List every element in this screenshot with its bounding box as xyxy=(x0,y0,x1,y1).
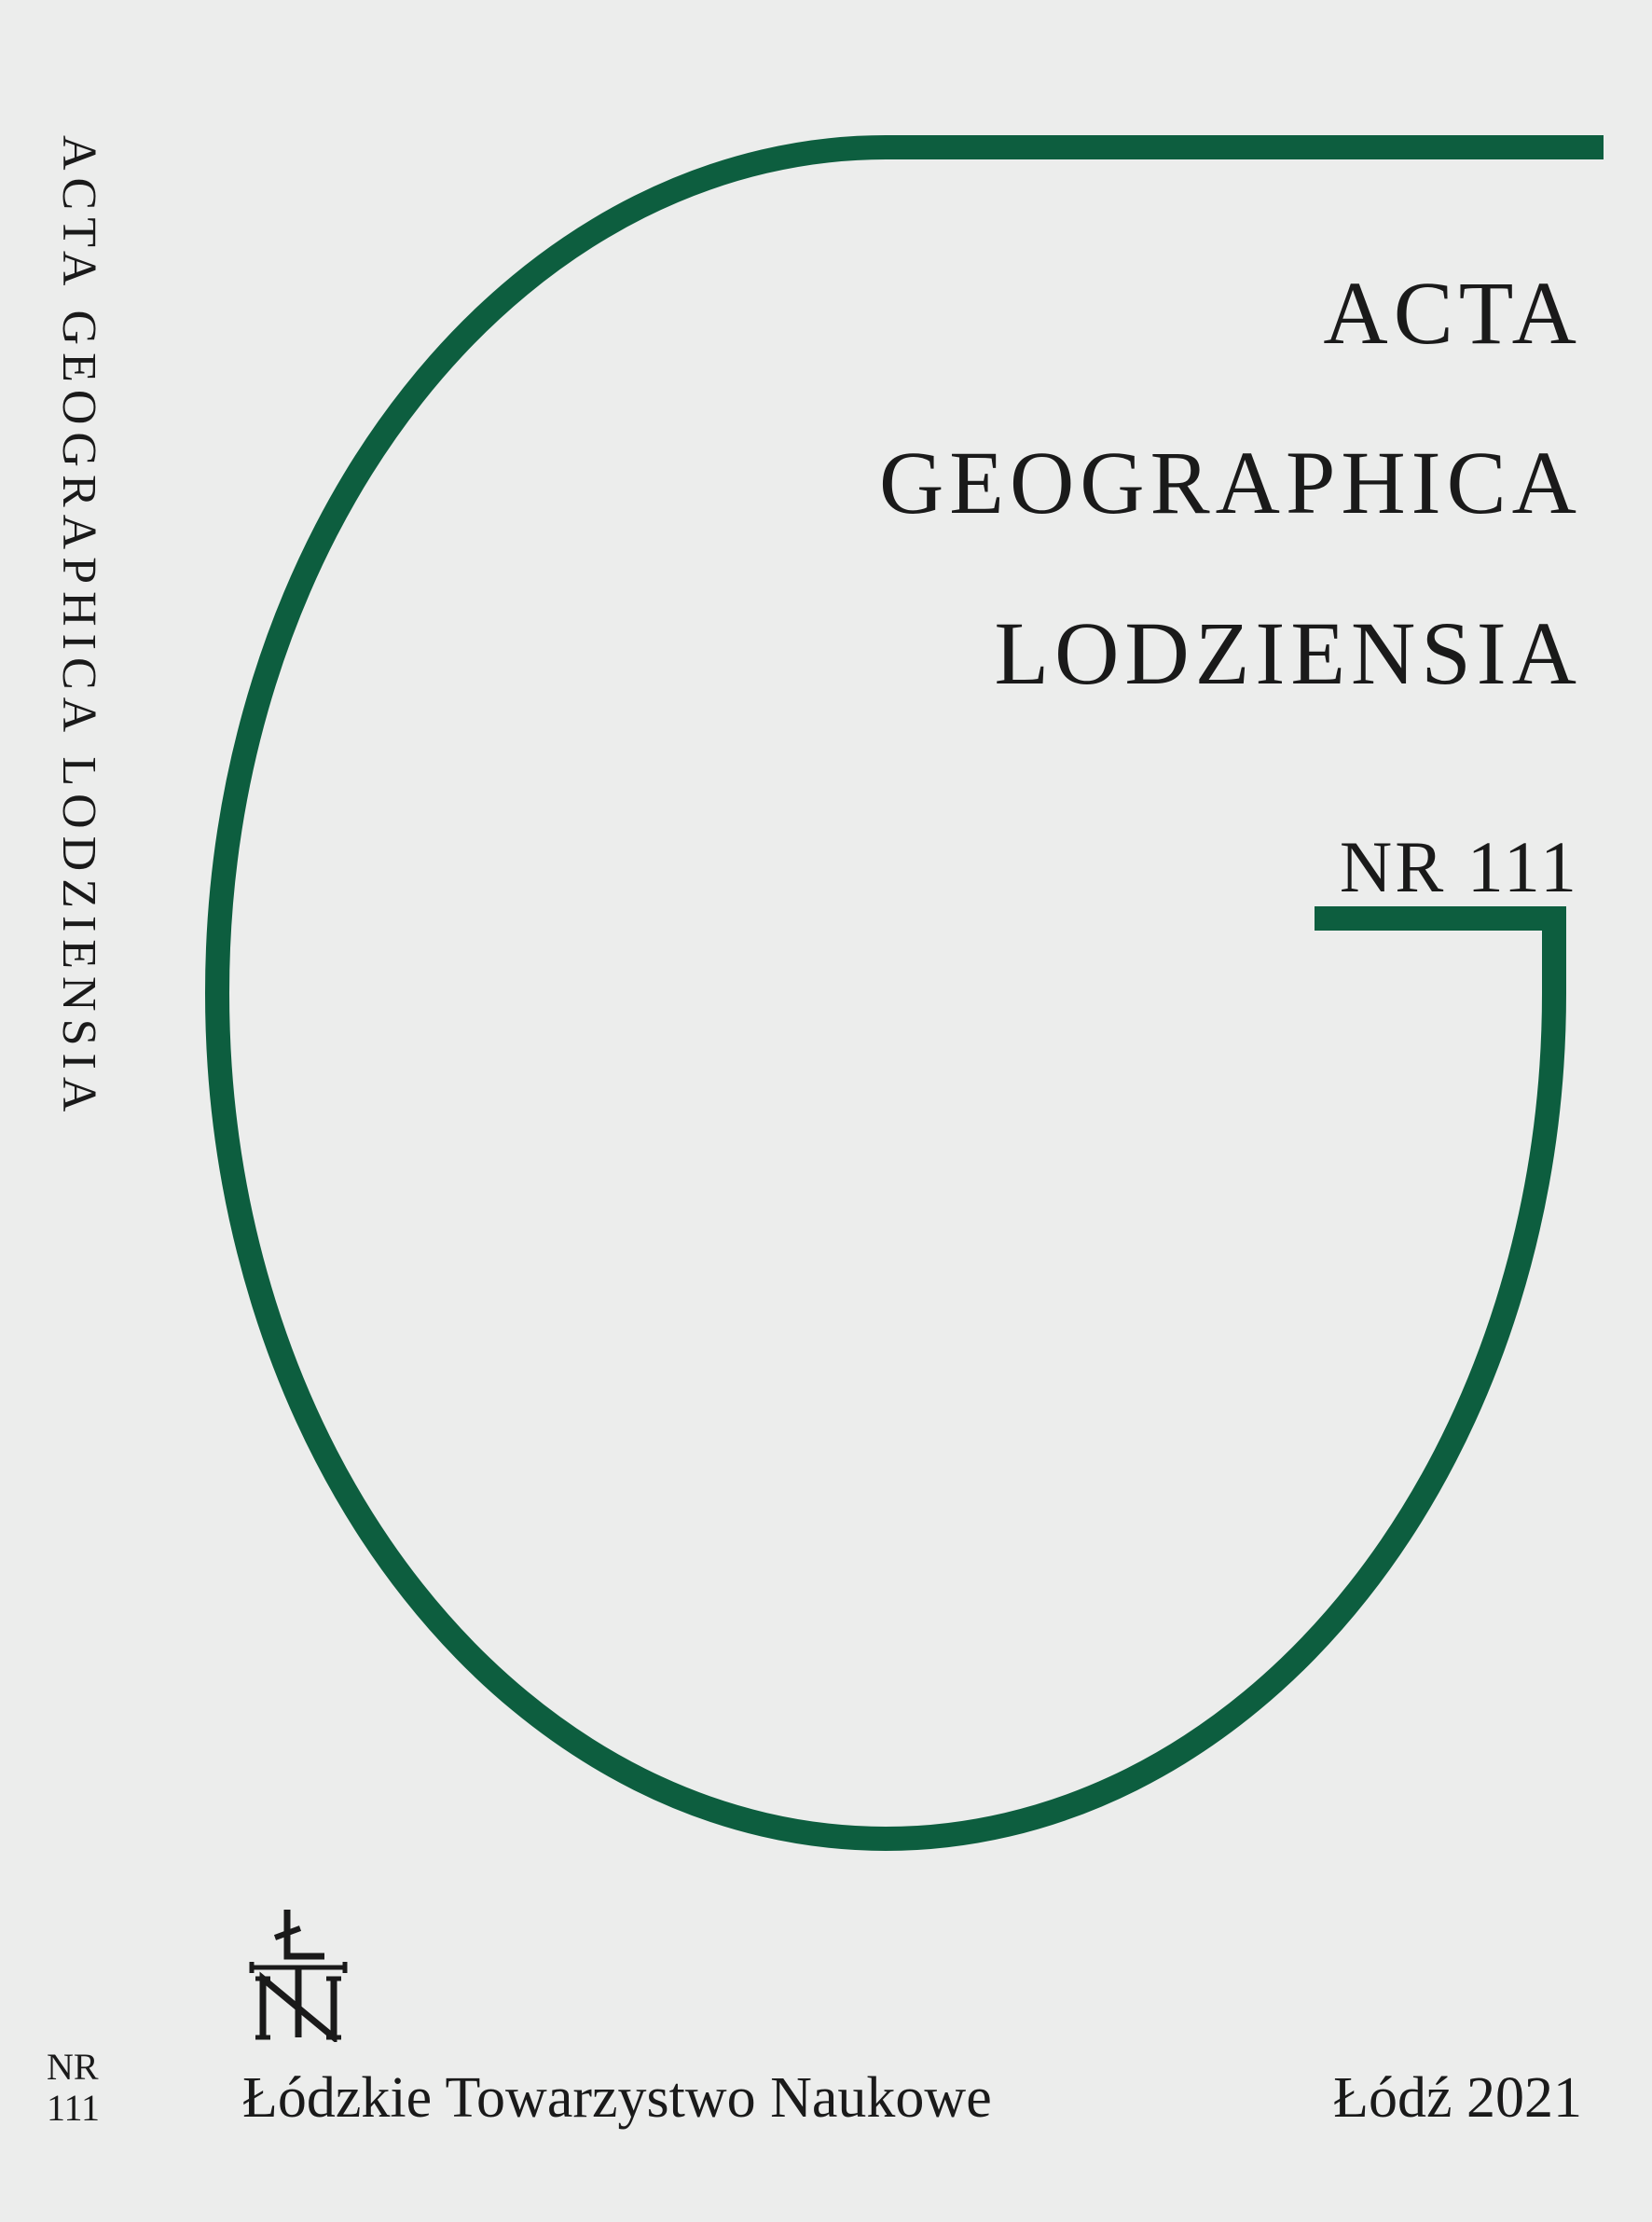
spine-issue-number: NR 111 xyxy=(47,2047,100,2129)
title-line-2: GEOGRAPHICA xyxy=(879,398,1582,568)
title-line-3: LODZIENSIA xyxy=(879,569,1582,738)
publisher-name: Łódzkie Towarzystwo Naukowe xyxy=(242,2065,992,2132)
spine-title: ACTA GEOGRAPHICA LODZIENSIA xyxy=(51,135,106,1119)
journal-title: ACTA GEOGRAPHICA LODZIENSIA xyxy=(879,228,1582,738)
issue-number: NR 111 xyxy=(1340,825,1579,909)
location-year: Łódź 2021 xyxy=(1333,2065,1582,2132)
title-line-1: ACTA xyxy=(879,228,1582,398)
spine-issue-line-2: 111 xyxy=(47,2088,100,2129)
publisher-logo-icon xyxy=(242,1902,354,2042)
spine-issue-line-1: NR xyxy=(47,2047,100,2088)
